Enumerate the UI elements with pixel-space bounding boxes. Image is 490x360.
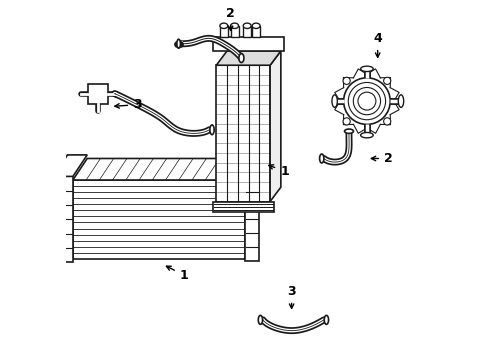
Polygon shape bbox=[216, 65, 270, 202]
Text: 2: 2 bbox=[226, 7, 235, 31]
Ellipse shape bbox=[361, 132, 373, 138]
Polygon shape bbox=[213, 202, 274, 212]
Text: 2: 2 bbox=[371, 152, 393, 165]
Circle shape bbox=[384, 118, 391, 125]
Circle shape bbox=[353, 87, 381, 115]
Ellipse shape bbox=[177, 39, 180, 48]
Polygon shape bbox=[245, 157, 274, 178]
Polygon shape bbox=[243, 26, 251, 37]
Ellipse shape bbox=[243, 23, 251, 28]
Ellipse shape bbox=[239, 54, 244, 63]
Ellipse shape bbox=[398, 95, 404, 107]
Circle shape bbox=[358, 92, 376, 110]
Ellipse shape bbox=[220, 23, 228, 28]
Text: 3: 3 bbox=[287, 285, 296, 309]
Polygon shape bbox=[252, 26, 260, 37]
Polygon shape bbox=[213, 37, 285, 51]
Ellipse shape bbox=[258, 315, 263, 324]
Ellipse shape bbox=[252, 23, 260, 28]
Ellipse shape bbox=[361, 66, 373, 72]
Circle shape bbox=[343, 78, 390, 125]
Text: 1: 1 bbox=[269, 165, 289, 177]
Polygon shape bbox=[73, 158, 259, 180]
Polygon shape bbox=[216, 51, 281, 65]
Polygon shape bbox=[245, 178, 259, 261]
Circle shape bbox=[384, 77, 391, 84]
Text: 4: 4 bbox=[373, 32, 382, 57]
Text: 1: 1 bbox=[167, 266, 189, 282]
Polygon shape bbox=[220, 26, 228, 37]
Circle shape bbox=[348, 82, 386, 120]
Ellipse shape bbox=[332, 95, 337, 107]
Ellipse shape bbox=[319, 154, 324, 163]
Ellipse shape bbox=[231, 23, 239, 28]
Polygon shape bbox=[270, 51, 281, 202]
Ellipse shape bbox=[324, 315, 329, 324]
Polygon shape bbox=[53, 176, 73, 262]
Polygon shape bbox=[88, 84, 108, 104]
Text: 3: 3 bbox=[115, 98, 142, 111]
Polygon shape bbox=[53, 155, 87, 176]
Circle shape bbox=[343, 118, 350, 125]
Ellipse shape bbox=[344, 129, 353, 134]
Polygon shape bbox=[231, 26, 239, 37]
Circle shape bbox=[343, 77, 350, 84]
Polygon shape bbox=[73, 180, 245, 259]
Ellipse shape bbox=[210, 125, 214, 135]
